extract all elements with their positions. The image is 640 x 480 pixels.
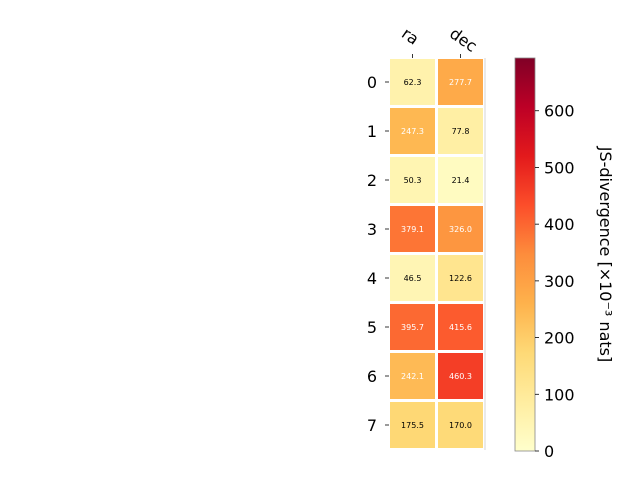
cell-value-label: 460.3 [449, 372, 472, 381]
row-tick-label: 3 [367, 220, 377, 239]
cell-value-label: 77.8 [452, 127, 470, 136]
row-tick-label: 4 [367, 269, 377, 288]
heatmap-cell [438, 206, 483, 252]
row-tick-label: 5 [367, 318, 377, 337]
cell-value-label: 46.5 [404, 274, 422, 283]
row-tick-labels: 0 1 2 3 4 5 6 7 [367, 73, 389, 435]
cell-value-label: 242.1 [401, 372, 424, 381]
cell-value-label: 415.6 [449, 323, 472, 332]
colorbar [514, 57, 536, 452]
heatmap-cell [390, 157, 435, 203]
heatmap-cell [390, 255, 435, 301]
row-tick-label: 0 [367, 73, 377, 92]
heatmap-cell [390, 353, 435, 399]
cell-value-label: 21.4 [452, 176, 470, 185]
column-tick-label: dec [446, 24, 480, 56]
heatmap-cell [390, 304, 435, 350]
cell-value-label: 326.0 [449, 225, 472, 234]
colorbar-tick-label: 0 [544, 442, 554, 461]
cell-value-label: 175.5 [401, 421, 424, 430]
colorbar-tick-label: 600 [544, 102, 575, 121]
cell-value-label: 395.7 [401, 323, 424, 332]
cell-value-label: 379.1 [401, 225, 424, 234]
heatmap-cell [438, 402, 483, 448]
column-tick-label: ra [398, 24, 422, 49]
heatmap-cell [438, 353, 483, 399]
heatmap-cell [390, 206, 435, 252]
cell-value-label: 50.3 [404, 176, 422, 185]
colorbar-label: JS-divergence [×10⁻³ nats] [596, 146, 615, 362]
row-tick-label: 7 [367, 416, 377, 435]
heatmap-cell [390, 402, 435, 448]
heatmap-cell [438, 304, 483, 350]
heatmap-cells: 62.3 277.7 247.3 77.8 50.3 21.4 379.1 326.0 46.5… [390, 58, 486, 450]
column-tick-labels: ra dec [398, 24, 481, 58]
colorbar-tick-label: 500 [544, 158, 575, 177]
heatmap-cell [438, 255, 483, 301]
row-tick-label: 2 [367, 171, 377, 190]
colorbar-tick-label: 400 [544, 215, 575, 234]
colorbar-ticks: 0 100 200 300 400 500 600 [535, 102, 575, 461]
colorbar-tick-label: 100 [544, 385, 575, 404]
heatmap-cell [390, 108, 435, 154]
heatmap-cell [438, 108, 483, 154]
cell-value-label: 122.6 [449, 274, 472, 283]
colorbar-tick-label: 300 [544, 272, 575, 291]
cell-value-label: 277.7 [449, 78, 472, 87]
heatmap-cell [390, 59, 435, 105]
row-tick-label: 6 [367, 367, 377, 386]
colorbar-tick-label: 200 [544, 329, 575, 348]
cell-value-label: 247.3 [401, 127, 424, 136]
heatmap-cell [438, 59, 483, 105]
cell-value-label: 170.0 [449, 421, 472, 430]
row-tick-label: 1 [367, 122, 377, 141]
heatmap-cell [438, 157, 483, 203]
cell-value-label: 62.3 [404, 78, 422, 87]
